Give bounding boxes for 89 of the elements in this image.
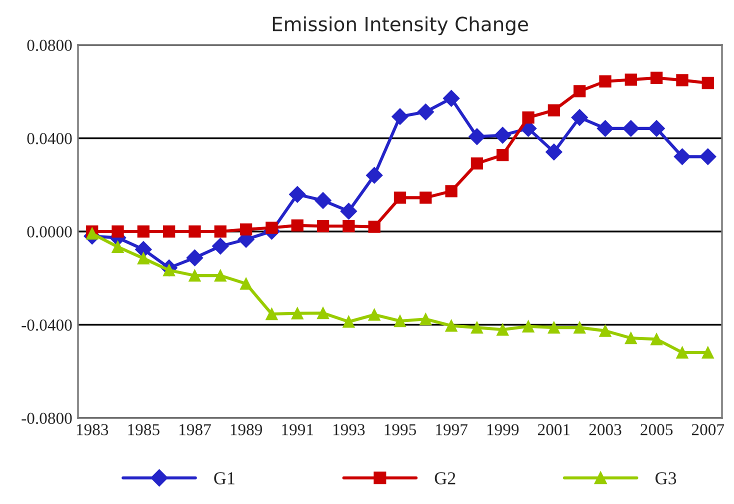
point: [702, 346, 714, 359]
point: [494, 126, 512, 144]
point: [314, 192, 332, 209]
point: [112, 225, 124, 238]
point: [137, 225, 150, 238]
point: [470, 157, 484, 170]
x-tick-label: 1995: [384, 424, 416, 436]
x-tick-label: 2005: [640, 424, 673, 436]
point: [188, 269, 201, 282]
point: [445, 320, 458, 332]
x-tick-label: 1985: [128, 424, 160, 436]
point: [622, 120, 640, 137]
point: [112, 240, 124, 253]
point: [240, 278, 252, 290]
point: [470, 321, 484, 334]
point: [571, 109, 588, 126]
point: [186, 249, 204, 266]
y-tick-label: -0.0400: [22, 319, 72, 331]
point: [240, 223, 252, 236]
x-tick-label: 1993: [333, 424, 365, 436]
point: [417, 104, 434, 120]
x-tick-label: 1999: [487, 424, 519, 436]
y-tick-label: -0.0800: [22, 412, 72, 424]
point: [650, 333, 663, 346]
point: [342, 316, 355, 328]
point: [522, 320, 534, 332]
x-tick-label: 2001: [538, 424, 570, 436]
point: [394, 314, 406, 328]
x-tick-label: 2003: [589, 424, 622, 436]
point: [366, 166, 383, 184]
point: [548, 104, 560, 116]
x-tick-label: 2007: [692, 424, 724, 436]
point: [316, 307, 330, 320]
point: [548, 321, 560, 334]
point: [702, 76, 714, 90]
legend-label: G2: [434, 472, 456, 484]
point: [700, 148, 716, 166]
point: [137, 252, 150, 264]
x-tick-label: 1987: [180, 424, 211, 436]
point: [214, 225, 226, 238]
point: [496, 324, 509, 336]
point: [599, 324, 612, 337]
point: [546, 144, 562, 160]
x-tick-label: 1983: [76, 424, 108, 436]
point: [574, 321, 586, 334]
point: [212, 238, 229, 255]
point: [676, 74, 688, 86]
point: [340, 202, 358, 220]
point: [342, 220, 355, 232]
legend-label: G3: [656, 472, 676, 484]
point: [188, 225, 201, 238]
point: [445, 185, 458, 198]
point: [596, 120, 614, 137]
point: [291, 307, 304, 320]
point: [420, 192, 432, 204]
point: [442, 90, 460, 107]
point: [266, 308, 278, 320]
point: [676, 346, 688, 359]
point: [650, 72, 663, 84]
point: [163, 225, 176, 238]
point: [288, 186, 306, 203]
point: [522, 111, 534, 124]
y-tick-label: 0.0800: [27, 40, 72, 52]
x-tick-label: 1989: [230, 424, 262, 436]
point: [394, 192, 406, 204]
point: [468, 128, 486, 145]
point: [316, 220, 330, 232]
point: [648, 120, 665, 137]
point: [624, 74, 637, 86]
point: [599, 75, 612, 88]
point: [135, 241, 152, 258]
y-tick-label: 0.0000: [27, 226, 72, 238]
y-tick-label: 0.0400: [27, 132, 72, 144]
point: [624, 332, 637, 344]
x-tick-label: 1991: [282, 424, 314, 436]
point: [368, 308, 380, 321]
point: [86, 228, 98, 240]
point: [574, 85, 586, 98]
x-tick-label: 1997: [436, 424, 468, 436]
point: [420, 313, 432, 326]
point: [266, 222, 278, 234]
legend-label: G1: [214, 472, 234, 484]
point: [674, 148, 691, 166]
point: [392, 108, 408, 125]
point: [368, 220, 380, 233]
point: [496, 148, 509, 162]
chart-title: Emission Intensity Change: [272, 16, 528, 36]
point: [214, 269, 226, 282]
point: [291, 219, 304, 232]
